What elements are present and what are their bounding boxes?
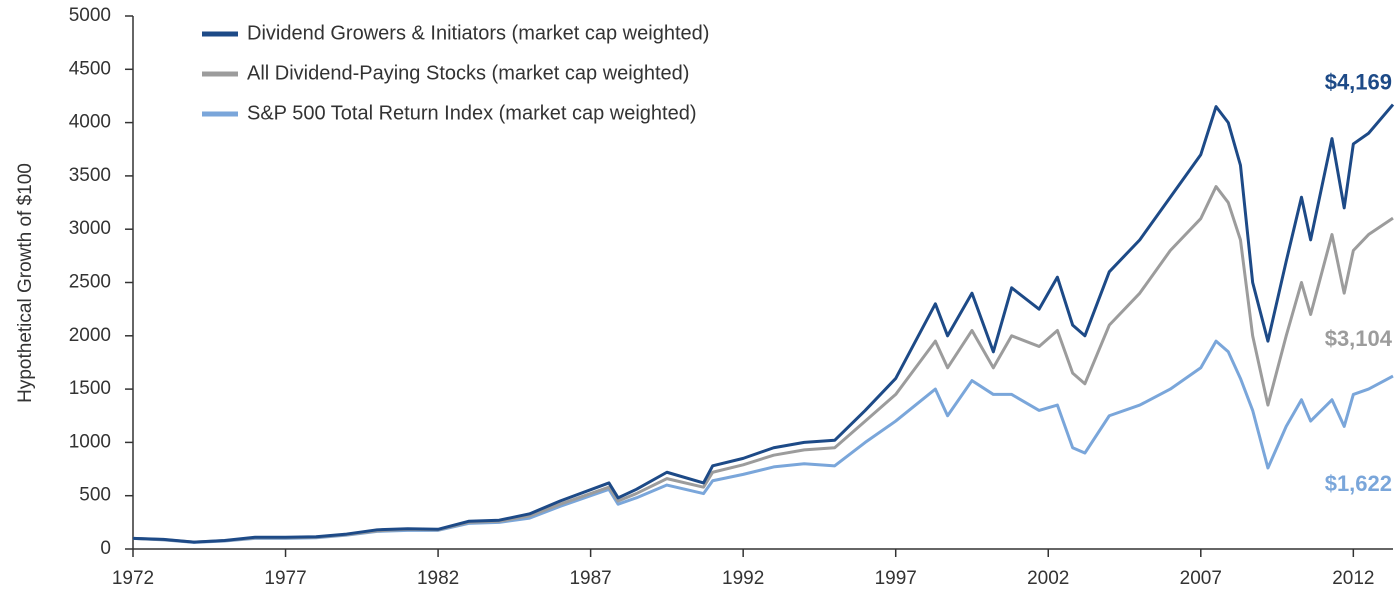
end-label: $4,169 — [1325, 69, 1392, 94]
y-tick-label: 2500 — [69, 272, 111, 293]
y-tick-label: 2000 — [69, 325, 111, 346]
y-tick-label: 3500 — [69, 165, 111, 186]
y-tick-label: 1000 — [69, 431, 111, 452]
y-tick-label: 1500 — [69, 378, 111, 399]
x-tick-label: 1982 — [417, 568, 459, 589]
y-tick-label: 4000 — [69, 112, 111, 133]
legend-label: Dividend Growers & Initiators (market ca… — [247, 22, 709, 44]
x-tick-label: 2002 — [1027, 568, 1069, 589]
y-tick-label: 500 — [79, 485, 111, 506]
x-tick-label: 1987 — [569, 568, 611, 589]
legend-label: All Dividend-Paying Stocks (market cap w… — [247, 62, 689, 84]
legend-label: S&P 500 Total Return Index (market cap w… — [247, 102, 697, 124]
x-tick-label: 1977 — [264, 568, 306, 589]
series-line — [132, 339, 1394, 544]
end-label: $1,622 — [1325, 471, 1392, 496]
x-tick-label: 2007 — [1180, 568, 1222, 589]
y-tick-label: 3000 — [69, 218, 111, 239]
y-tick-label: 5000 — [69, 5, 111, 26]
x-tick-label: 1972 — [112, 568, 154, 589]
x-tick-label: 1992 — [722, 568, 764, 589]
x-tick-label: 2012 — [1332, 568, 1374, 589]
y-tick-label: 0 — [100, 538, 111, 559]
y-axis-label: Hypothetical Growth of $100 — [15, 163, 36, 403]
end-label: $3,104 — [1325, 326, 1393, 351]
x-tick-label: 1997 — [875, 568, 917, 589]
y-tick-label: 4500 — [69, 58, 111, 79]
series-line — [132, 103, 1395, 544]
